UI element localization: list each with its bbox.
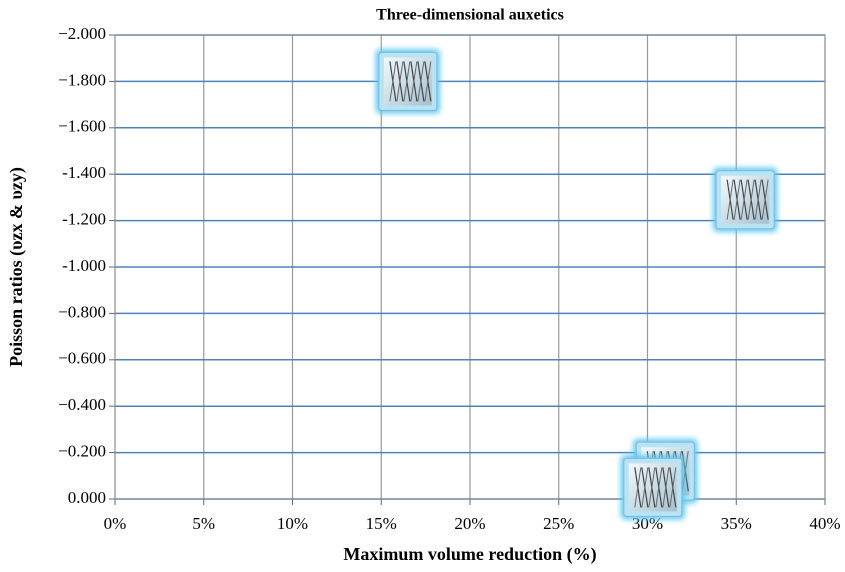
plot-frame [114,34,826,500]
lattice [740,179,748,220]
y-tick-label: −0.400 [58,395,106,414]
lattice [389,61,397,102]
lattice [648,467,656,508]
lattice [424,61,432,102]
x-tick-label: 25% [543,514,574,533]
lattice [403,61,411,102]
marker [713,167,778,232]
x-tick-label: 20% [454,514,485,533]
y-tick-label: −0.800 [58,302,106,321]
y-tick-label: -1.200 [62,210,106,229]
y-tick-label: -1.000 [62,256,106,275]
lattice [754,179,762,220]
lattice [396,61,404,102]
y-tick-label: −0.600 [58,349,106,368]
x-tick-label: 5% [192,514,215,533]
y-tick-label: −1.800 [58,70,106,89]
lattice [747,179,755,220]
marker-face [721,175,770,224]
lattice [761,179,769,220]
x-tick-label: 15% [366,514,397,533]
marker [620,455,685,520]
lattice [655,467,663,508]
lattice [410,61,418,102]
marker-face [383,57,432,106]
x-axis-label: Maximum volume reduction (%) [343,544,596,565]
y-tick-label: −0.200 [58,442,106,461]
marker-face [628,463,677,512]
y-axis-label: Poisson ratios (υzx & υzy) [6,167,27,367]
y-tick-label: −2.000 [58,24,106,43]
y-tick-label: -1.400 [62,163,106,182]
x-tick-label: 10% [277,514,308,533]
lattice [662,467,670,508]
y-tick-label: 0.000 [68,488,106,507]
lattice [733,179,741,220]
lattice [669,467,677,508]
lattice [417,61,425,102]
x-tick-label: 0% [104,514,127,533]
x-tick-label: 40% [809,514,840,533]
y-tick-label: −1.600 [58,117,106,136]
marker [375,49,440,114]
lattice [634,467,642,508]
chart-title: Three-dimensional auxetics [376,7,564,24]
lattice [641,467,649,508]
x-tick-label: 35% [721,514,752,533]
lattice [726,179,734,220]
